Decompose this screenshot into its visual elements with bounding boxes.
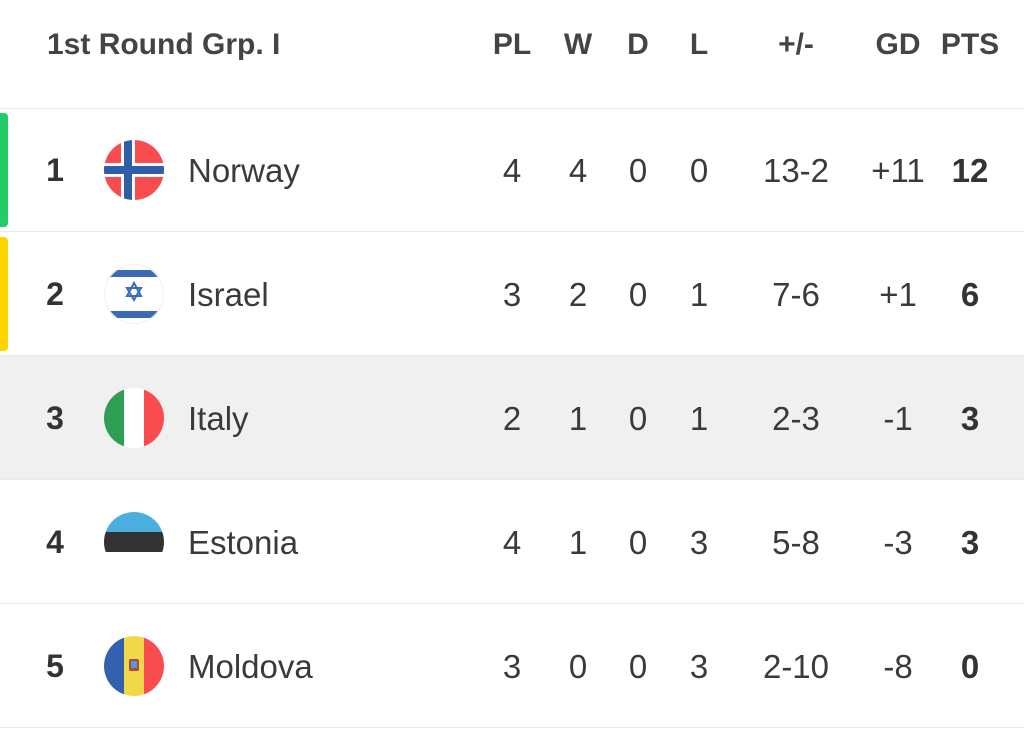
col-goals[interactable]: +/- xyxy=(778,28,814,61)
cell-l: 3 xyxy=(689,524,709,561)
cell-pl: 2 xyxy=(502,400,522,437)
cell-pts: 3 xyxy=(960,400,980,437)
cell-pts: 3 xyxy=(960,524,980,561)
table-row[interactable]: 1 Norway 4 4 0 0 13-2 +11 12 xyxy=(0,108,1024,232)
cell-l: 3 xyxy=(689,648,709,685)
cell-pts: 0 xyxy=(960,648,980,685)
cell-goals: 2-10 xyxy=(762,648,830,685)
cell-goals: 13-2 xyxy=(762,152,830,189)
rank: 4 xyxy=(46,524,64,560)
cell-gd: +11 xyxy=(871,152,925,189)
cell-pts: 6 xyxy=(960,276,980,313)
cell-goals: 5-8 xyxy=(772,524,820,561)
cell-gd: +1 xyxy=(879,276,917,313)
table-row[interactable]: 3 Italy 2 1 0 1 2-3 -1 3 xyxy=(0,356,1024,480)
cell-l: 0 xyxy=(689,152,709,189)
team-name[interactable]: Israel xyxy=(188,276,269,313)
cell-pl: 3 xyxy=(502,648,522,685)
cell-gd: -3 xyxy=(883,524,913,561)
cell-d: 0 xyxy=(628,648,648,685)
col-pl[interactable]: PL xyxy=(492,28,532,61)
cell-l: 1 xyxy=(689,276,709,313)
cell-pts: 12 xyxy=(951,152,989,189)
rank: 5 xyxy=(46,648,64,684)
col-l[interactable]: L xyxy=(689,28,709,61)
cell-w: 0 xyxy=(568,648,588,685)
team-name[interactable]: Norway xyxy=(188,152,300,189)
team-name[interactable]: Moldova xyxy=(188,648,313,685)
estonia-flag-icon xyxy=(104,512,164,572)
cell-w: 1 xyxy=(568,400,588,437)
cell-pl: 3 xyxy=(502,276,522,313)
cell-gd: -1 xyxy=(883,400,913,437)
cell-w: 2 xyxy=(568,276,588,313)
norway-flag-icon xyxy=(104,140,164,200)
cell-w: 1 xyxy=(568,524,588,561)
col-w[interactable]: W xyxy=(563,28,593,61)
col-d[interactable]: D xyxy=(627,28,649,61)
cell-gd: -8 xyxy=(883,648,913,685)
col-pts[interactable]: PTS xyxy=(940,28,1000,61)
group-title: 1st Round Grp. I xyxy=(47,28,281,61)
table-row[interactable]: 2 Israel 3 2 0 1 7-6 +1 6 xyxy=(0,232,1024,356)
cell-d: 0 xyxy=(628,400,648,437)
team-name[interactable]: Estonia xyxy=(188,524,299,561)
rank: 2 xyxy=(46,276,64,312)
table-row[interactable]: 4 Estonia 4 1 0 3 5-8 -3 3 xyxy=(0,480,1024,604)
col-gd[interactable]: GD xyxy=(875,28,921,61)
italy-flag-icon xyxy=(104,388,164,448)
table-row[interactable]: 5 Moldova 3 0 0 3 2-10 -8 0 xyxy=(0,604,1024,728)
cell-d: 0 xyxy=(628,152,648,189)
cell-d: 0 xyxy=(628,524,648,561)
cell-goals: 2-3 xyxy=(772,400,820,437)
playoff-marker xyxy=(0,237,8,351)
cell-d: 0 xyxy=(628,276,648,313)
qualify-marker xyxy=(0,113,8,227)
moldova-flag-icon xyxy=(104,636,164,696)
cell-goals: 7-6 xyxy=(772,276,820,313)
cell-pl: 4 xyxy=(502,524,522,561)
cell-pl: 4 xyxy=(502,152,522,189)
israel-flag-icon xyxy=(104,264,164,324)
team-name[interactable]: Italy xyxy=(188,400,249,437)
rank: 1 xyxy=(46,152,64,188)
table-header: 1st Round Grp. I PL W D L +/- GD PTS xyxy=(0,0,1024,109)
cell-l: 1 xyxy=(689,400,709,437)
rank: 3 xyxy=(46,400,64,436)
cell-w: 4 xyxy=(568,152,588,189)
